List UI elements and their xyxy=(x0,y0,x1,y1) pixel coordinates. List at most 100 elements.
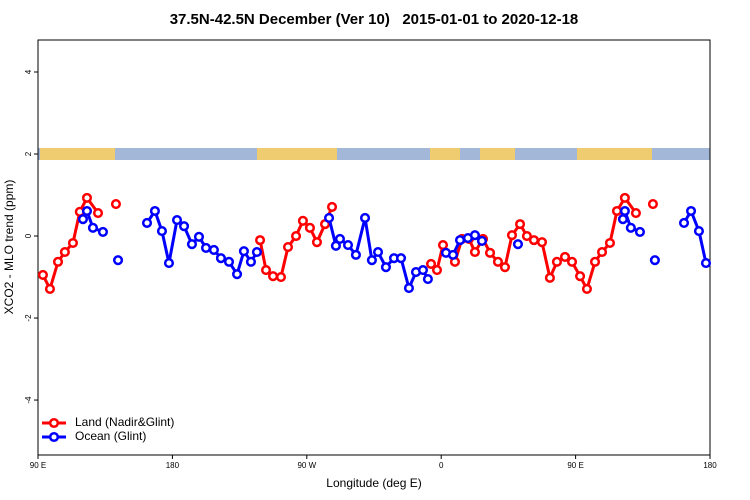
y-tick-label: 0 xyxy=(24,233,33,238)
data-point xyxy=(186,239,198,250)
data-point xyxy=(163,258,175,269)
data-point xyxy=(447,249,459,260)
data-point xyxy=(499,262,511,273)
data-point xyxy=(342,239,354,251)
data-point xyxy=(52,256,64,267)
legend-marker xyxy=(48,431,60,443)
data-point xyxy=(178,221,190,232)
y-tick-label: -4 xyxy=(24,396,33,404)
data-point xyxy=(506,230,518,241)
data-point xyxy=(67,237,78,249)
data-point xyxy=(469,230,480,241)
data-point xyxy=(693,226,704,237)
x-tick-label: 0 xyxy=(439,461,444,470)
data-point xyxy=(619,205,630,217)
data-point xyxy=(611,205,623,217)
data-point xyxy=(619,192,630,203)
plot-frame xyxy=(37,39,711,456)
data-point xyxy=(330,240,341,251)
data-point xyxy=(275,271,287,283)
data-point xyxy=(700,258,712,269)
legend-label: Ocean (Glint) xyxy=(75,429,146,443)
y-axis-label: XCO2 - MLO trend (ppm) xyxy=(2,180,16,315)
data-point xyxy=(297,215,308,226)
data-point xyxy=(208,244,219,256)
data-point xyxy=(97,226,109,237)
data-point xyxy=(492,256,503,267)
data-point xyxy=(37,269,48,281)
data-point xyxy=(171,214,183,226)
data-point xyxy=(581,283,592,294)
data-point xyxy=(476,235,488,246)
data-point xyxy=(81,192,93,203)
data-point xyxy=(200,242,212,253)
data-point xyxy=(326,201,338,212)
data-point xyxy=(372,246,384,258)
data-point xyxy=(251,246,262,258)
data-point xyxy=(87,222,99,233)
data-point xyxy=(59,246,70,258)
data-point xyxy=(311,237,323,248)
data-point xyxy=(630,208,641,219)
data-point xyxy=(589,256,601,267)
data-point xyxy=(431,265,443,276)
data-point xyxy=(324,212,335,224)
y-tick-label: -2 xyxy=(24,314,33,322)
x-tick-label: 90 E xyxy=(30,461,46,470)
data-point xyxy=(255,235,266,246)
data-point xyxy=(678,217,690,228)
data-point xyxy=(625,222,636,233)
x-tick-label: 90 W xyxy=(297,461,316,470)
data-point xyxy=(437,239,449,251)
data-point xyxy=(260,265,272,276)
data-point xyxy=(282,242,294,253)
x-axis-label: Longitude (deg E) xyxy=(326,476,421,490)
data-point xyxy=(403,283,414,294)
data-point xyxy=(268,271,279,282)
data-point xyxy=(528,235,539,246)
data-point xyxy=(232,269,243,280)
data-point xyxy=(149,205,160,217)
data-point xyxy=(649,255,660,266)
data-point xyxy=(193,231,205,242)
legend-marker xyxy=(48,417,60,429)
data-point xyxy=(380,262,391,273)
x-tick-label: 90 E xyxy=(567,461,583,470)
data-point xyxy=(425,258,437,269)
data-point xyxy=(112,255,124,266)
data-point xyxy=(141,217,153,228)
data-point xyxy=(604,237,615,249)
data-point xyxy=(422,274,433,285)
data-point xyxy=(366,255,377,266)
y-tick-label: 2 xyxy=(24,151,33,156)
data-point xyxy=(304,222,315,233)
data-point xyxy=(617,214,628,225)
legend-label: Land (Nadir&Glint) xyxy=(75,415,174,429)
data-point xyxy=(417,265,429,276)
data-point xyxy=(454,235,466,246)
data-point xyxy=(512,239,524,250)
data-point xyxy=(110,198,122,210)
data-point xyxy=(156,226,167,237)
data-point xyxy=(223,256,235,267)
chart-title: 37.5N-42.5N December (Ver 10) 2015-01-01… xyxy=(170,11,579,28)
data-point xyxy=(685,205,697,217)
map-strip xyxy=(38,148,710,160)
data-point xyxy=(350,249,361,260)
y-tick-label: 4 xyxy=(24,69,33,74)
data-point xyxy=(559,251,571,262)
data-point xyxy=(92,208,104,219)
data-point xyxy=(238,246,249,257)
data-point xyxy=(536,237,548,248)
data-point xyxy=(334,233,346,244)
data-point xyxy=(215,253,226,264)
data-point xyxy=(544,272,555,283)
data-point xyxy=(44,283,55,294)
data-point xyxy=(290,230,302,242)
data-point xyxy=(395,253,407,264)
data-point xyxy=(484,247,496,258)
data-point xyxy=(647,198,659,210)
data-point xyxy=(81,205,93,217)
data-point xyxy=(596,246,608,258)
